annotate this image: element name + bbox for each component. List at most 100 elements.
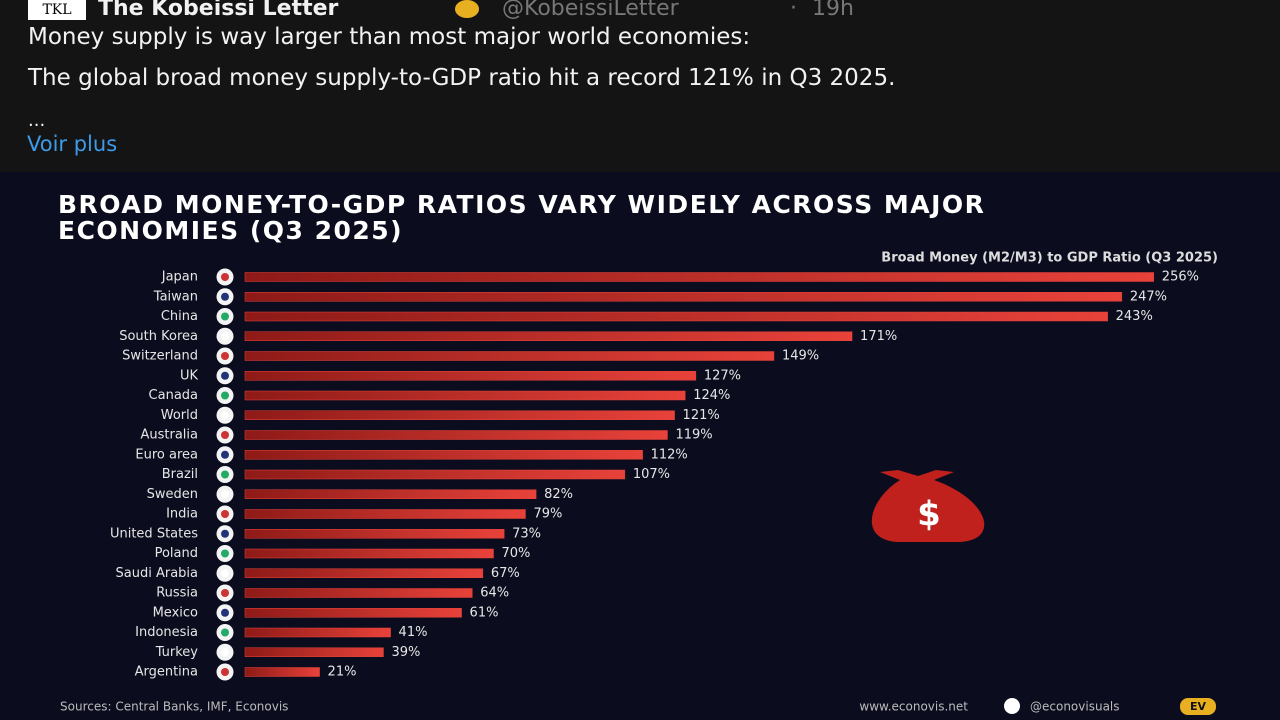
verified-badge [455, 0, 479, 18]
tweet-text: Money supply is way larger than most maj… [28, 24, 751, 50]
bar [244, 568, 484, 578]
value-label: 107% [633, 467, 670, 482]
flag-center [221, 529, 229, 538]
flag-center [221, 510, 229, 518]
source: Sources: Central Banks, IMF, Econovis [60, 700, 288, 714]
bar [244, 351, 775, 361]
flag-center [221, 648, 229, 657]
flag-center [221, 431, 229, 439]
flag-center [221, 668, 229, 676]
category-label: United States [110, 526, 198, 541]
value-label: 21% [328, 665, 357, 680]
bar [244, 331, 853, 341]
category-label: Japan [161, 270, 198, 285]
category-label: Poland [155, 546, 198, 561]
bar [244, 450, 643, 460]
value-label: 149% [782, 349, 819, 364]
category-label: Taiwan [153, 289, 198, 304]
avatar[interactable]: TKL [28, 0, 86, 20]
separator: · [790, 0, 797, 21]
social: @econovisuals [1030, 700, 1120, 714]
bar [244, 410, 675, 420]
flag-center [221, 490, 229, 499]
value-label: 41% [399, 625, 428, 640]
flag-center [221, 273, 229, 281]
website: www.econovis.net [859, 700, 968, 714]
value-label: 61% [470, 605, 499, 620]
value-label: 247% [1130, 289, 1167, 304]
bar [244, 647, 384, 657]
category-label: Indonesia [135, 625, 198, 640]
flag-center [221, 569, 229, 578]
category-label: Turkey [155, 645, 199, 660]
category-label: Russia [156, 586, 198, 601]
chart-title: BROAD MONEY-TO-GDP RATIOS VARY WIDELY AC… [58, 190, 986, 245]
time: 19h [812, 0, 854, 21]
bar [244, 430, 668, 440]
bar [244, 548, 494, 559]
bar [244, 489, 537, 499]
bar [244, 272, 1155, 282]
bar [244, 509, 526, 519]
value-label: 73% [512, 526, 541, 541]
category-label: South Korea [119, 329, 198, 344]
money-bag [871, 470, 985, 542]
value-label: 70% [502, 546, 531, 561]
category-label: World [161, 408, 198, 423]
handle[interactable]: @KobeissiLetter [502, 0, 679, 21]
value-label: 121% [683, 408, 720, 423]
flag-center [221, 352, 229, 360]
category-label: China [161, 309, 198, 324]
value-label: 64% [480, 586, 509, 601]
tweet: TKL The Kobeissi Letter @KobeissiLetter … [0, 0, 1280, 172]
category-label: Saudi Arabia [116, 566, 199, 581]
value-label: 82% [544, 487, 573, 502]
category-label: UK [180, 368, 199, 383]
bar [244, 469, 626, 480]
flag-center [221, 589, 229, 597]
bar [244, 371, 697, 381]
bar [244, 667, 320, 677]
category-label: Sweden [147, 487, 198, 502]
x-icon [1004, 698, 1020, 714]
bar [244, 292, 1123, 302]
value-label: 124% [693, 388, 730, 403]
category-label: Switzerland [122, 349, 198, 364]
author[interactable]: The Kobeissi Letter [98, 0, 339, 21]
flag-center [221, 312, 229, 321]
value-label: 119% [675, 428, 712, 443]
value-label: 39% [391, 645, 420, 660]
category-label: Euro area [135, 447, 198, 462]
category-label: Mexico [153, 605, 198, 620]
value-label: 79% [533, 507, 562, 522]
tweet-text: The global broad money supply-to-GDP rat… [28, 65, 896, 91]
brand: EV [1190, 700, 1207, 713]
category-label: Argentina [135, 665, 198, 680]
bar [244, 608, 462, 618]
flag-center [221, 450, 229, 459]
flag-center [221, 292, 229, 301]
flag-center [221, 628, 229, 637]
category-label: India [166, 507, 198, 522]
flag-center [221, 549, 229, 558]
flag-center [221, 608, 229, 617]
value-label: 171% [860, 329, 897, 344]
value-label: 112% [651, 447, 688, 462]
value-label: 256% [1162, 270, 1199, 285]
bar [244, 390, 686, 401]
money-bag-symbol: $ [917, 495, 941, 535]
bar [244, 627, 391, 638]
category-label: Australia [140, 428, 198, 443]
category-label: Canada [149, 388, 198, 403]
value-label: 67% [491, 566, 520, 581]
more-link[interactable]: Voir plus [27, 132, 118, 156]
category-label: Brazil [162, 467, 198, 482]
bar [244, 588, 473, 598]
flag-center [221, 470, 229, 479]
flag-center [221, 371, 229, 380]
value-label: 127% [704, 368, 741, 383]
flag-center [221, 391, 229, 400]
chart-subtitle: Broad Money (M2/M3) to GDP Ratio (Q3 202… [881, 251, 1218, 266]
